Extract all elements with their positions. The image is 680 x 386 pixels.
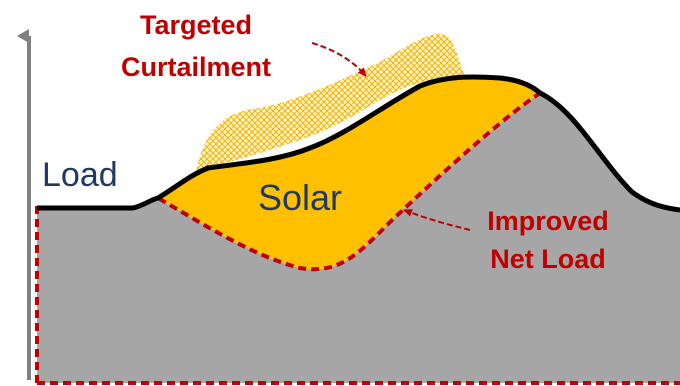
targeted-curtailment-label-line1: Targeted bbox=[140, 10, 252, 40]
solar-area bbox=[158, 76, 540, 270]
improved-net-load-area bbox=[37, 93, 680, 383]
improved-net-load-label-line2: Net Load bbox=[490, 244, 606, 274]
targeted-curtailment-label-line2: Curtailment bbox=[121, 52, 271, 82]
load-label: Load bbox=[42, 156, 118, 194]
improved-net-load-outline bbox=[35, 90, 680, 385]
improved-net-load-label-line1: Improved bbox=[487, 206, 609, 236]
curtailment-pointer-arrow bbox=[311, 42, 367, 77]
load-curve bbox=[37, 74, 680, 213]
net-load-pointer-arrow bbox=[403, 209, 471, 231]
targeted-curtailment-area bbox=[196, 34, 465, 171]
solar-label: Solar bbox=[258, 177, 342, 218]
